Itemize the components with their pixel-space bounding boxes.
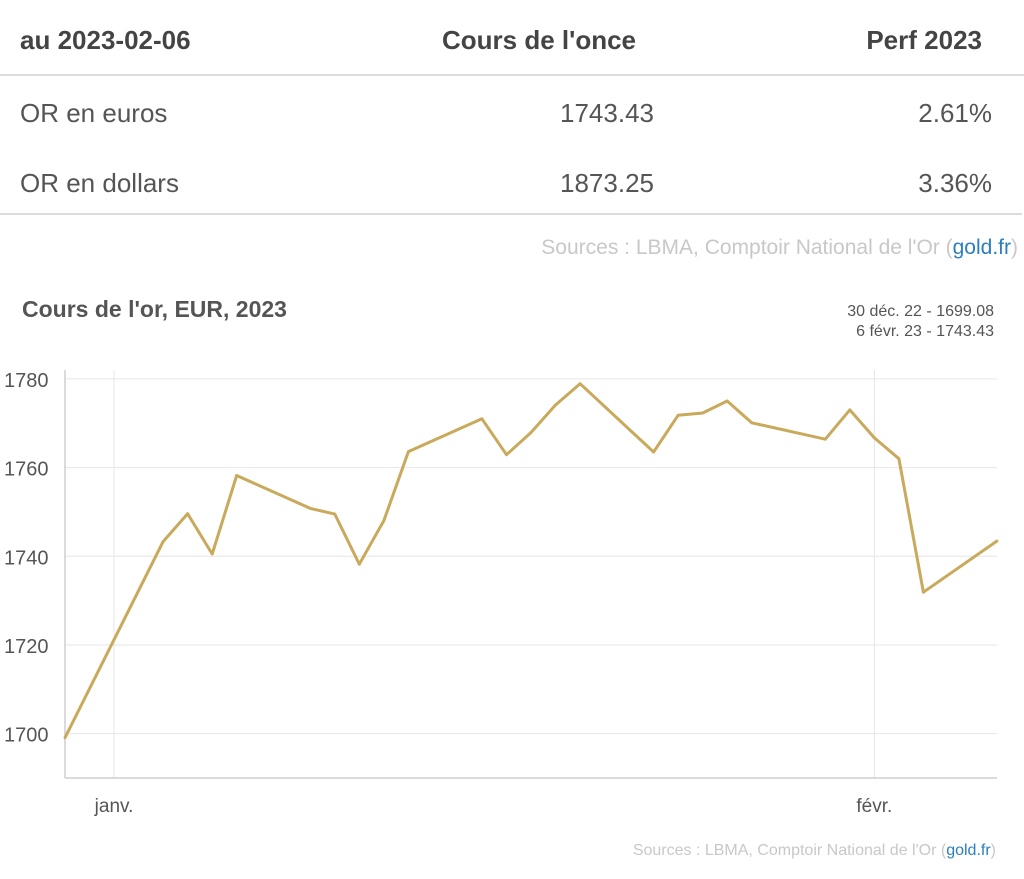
data-point [922, 590, 925, 594]
data-point [480, 417, 484, 421]
y-tick-label: 1720 [4, 636, 49, 658]
row-price: 1743.43 [560, 98, 654, 128]
sources-note-top: Sources : LBMA, Comptoir National de l'O… [541, 236, 1018, 260]
chart-title: Cours de l'or, EUR, 2023 [22, 296, 287, 322]
row-label: OR en dollars [20, 168, 179, 198]
data-point [505, 453, 508, 457]
table-divider [0, 213, 1022, 215]
price-table: au 2023-02-06 Cours de l'once Perf 2023 … [0, 0, 1024, 216]
data-point [725, 399, 729, 403]
data-point [848, 408, 852, 412]
data-point [872, 436, 876, 440]
data-point [382, 519, 386, 523]
range-start: 30 déc. 22 - 1699.08 [847, 303, 994, 320]
row-perf: 3.36% [918, 168, 992, 198]
data-point [823, 437, 827, 441]
y-tick-label: 1780 [4, 370, 49, 392]
series-line [63, 382, 998, 739]
sources-link[interactable]: gold.fr [946, 842, 991, 859]
table-header-row: au 2023-02-06 Cours de l'once Perf 2023 [0, 0, 1024, 76]
data-point [897, 457, 901, 461]
data-point [63, 736, 67, 740]
data-point [750, 421, 754, 425]
sources-suffix: ) [990, 842, 996, 859]
data-point [701, 411, 705, 415]
data-point [186, 512, 190, 516]
range-info: 30 déc. 22 - 1699.08 6 févr. 23 - 1743.4… [847, 302, 994, 342]
data-point [554, 403, 557, 407]
data-point [333, 512, 337, 516]
data-point [529, 431, 533, 434]
data-point [235, 474, 239, 477]
table-row: OR en euros 1743.43 2.61% [0, 76, 1024, 146]
y-tick-label: 1740 [4, 547, 49, 569]
data-point [357, 562, 361, 566]
y-tick-label: 1760 [4, 459, 49, 481]
data-point [578, 382, 582, 386]
range-end: 6 févr. 23 - 1743.43 [856, 323, 994, 340]
data-point [676, 413, 680, 417]
sources-text: Sources : LBMA, Comptoir National de l'O… [541, 236, 953, 259]
data-point [308, 506, 312, 510]
row-label: OR en euros [20, 98, 168, 128]
data-point [995, 539, 999, 543]
row-price: 1873.25 [560, 168, 654, 198]
x-tick-label: janv. [94, 796, 134, 817]
sources-note-bottom: Sources : LBMA, Comptoir National de l'O… [633, 842, 996, 860]
sources-suffix: ) [1011, 236, 1018, 259]
header-price: Cours de l'once [442, 25, 636, 55]
header-perf: Perf 2023 [866, 25, 982, 55]
y-tick-label: 1700 [4, 725, 49, 747]
x-tick-label: févr. [856, 796, 892, 817]
data-point [210, 552, 214, 556]
data-point [161, 540, 165, 544]
sources-link[interactable]: gold.fr [952, 236, 1011, 259]
data-point [652, 450, 656, 454]
sources-text: Sources : LBMA, Comptoir National de l'O… [632, 842, 947, 859]
data-point [406, 450, 410, 453]
gold-price-chart: 1700 1720 1740 1760 1780 janv. févr. [4, 370, 999, 817]
row-perf: 2.61% [918, 98, 992, 128]
table-row: OR en dollars 1873.25 3.36% [0, 146, 1024, 216]
header-date: au 2023-02-06 [20, 25, 191, 55]
